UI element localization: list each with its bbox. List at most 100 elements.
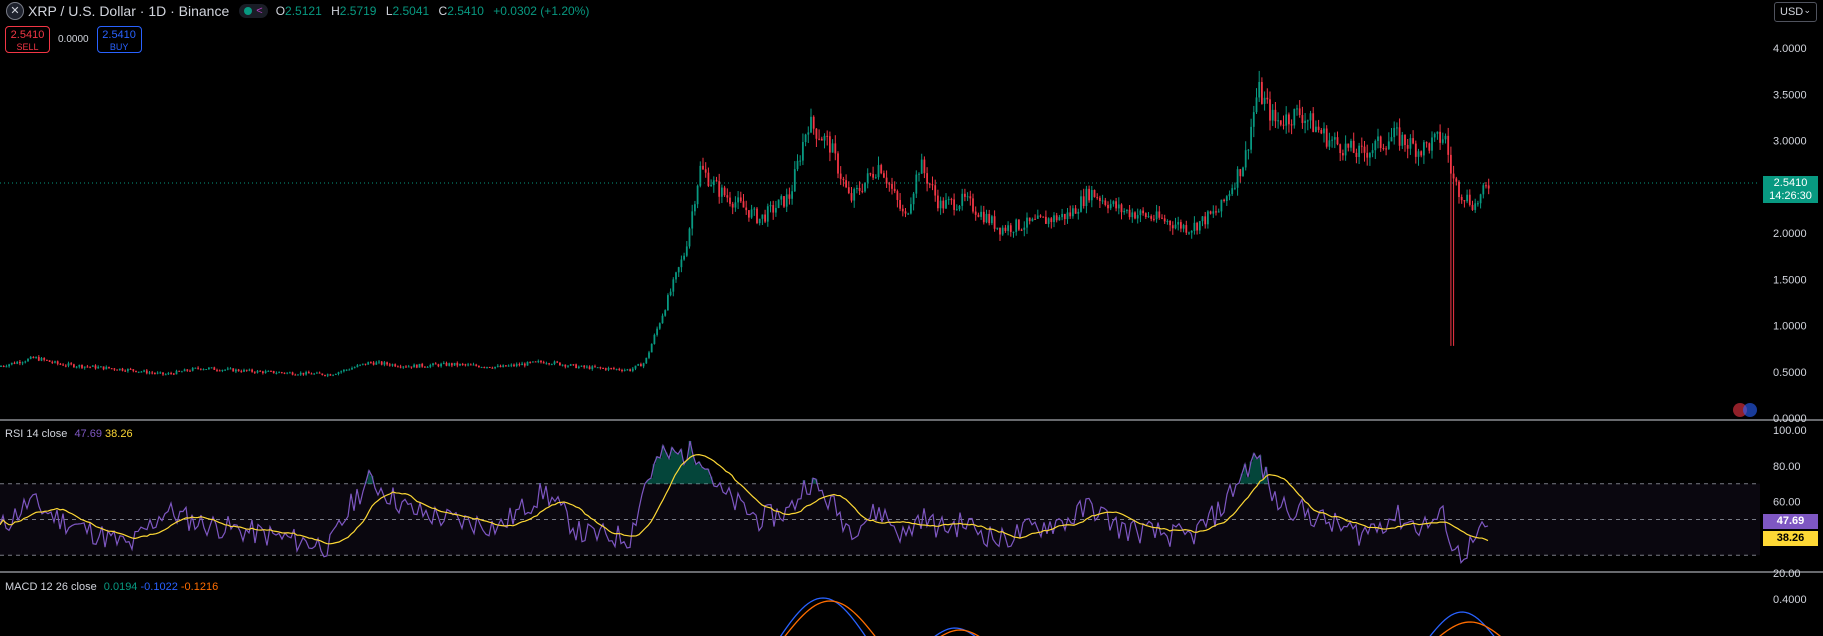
candle-body bbox=[243, 369, 245, 372]
candle-body bbox=[1301, 115, 1304, 123]
symbol-title[interactable]: XRP / U.S. Dollar · 1D · Binance bbox=[28, 3, 230, 19]
candle-body bbox=[1134, 212, 1136, 219]
candle-body bbox=[437, 364, 440, 367]
buy-button[interactable]: 2.5410 BUY bbox=[96, 26, 142, 53]
candle-body bbox=[756, 208, 758, 224]
candle-body bbox=[923, 159, 926, 174]
candle-body bbox=[734, 202, 737, 208]
candle-body bbox=[1336, 137, 1339, 145]
candle-body bbox=[1296, 108, 1298, 110]
candle-body bbox=[910, 204, 912, 214]
candle-body bbox=[804, 134, 807, 143]
candle-body bbox=[407, 366, 410, 368]
candle-body bbox=[210, 367, 213, 369]
candle-body bbox=[464, 364, 467, 366]
candle-body bbox=[278, 372, 280, 374]
candle-body bbox=[40, 357, 43, 361]
candle-body bbox=[251, 369, 253, 372]
candle-body bbox=[264, 371, 267, 374]
candle-body bbox=[853, 189, 856, 201]
candle-body bbox=[343, 369, 345, 372]
candle-body bbox=[974, 211, 977, 215]
candle-body bbox=[19, 361, 21, 364]
ohlc-readout: O2.5121 H2.5719 L2.5041 C2.5410 +0.0302 … bbox=[275, 4, 590, 18]
candle-body bbox=[874, 177, 877, 179]
candle-body bbox=[567, 365, 569, 367]
candle-body bbox=[351, 368, 353, 370]
candle-body bbox=[1061, 213, 1063, 218]
candle-body bbox=[151, 372, 154, 374]
candle-body bbox=[858, 187, 861, 191]
candle-body bbox=[1223, 199, 1225, 202]
candle-body bbox=[1312, 113, 1315, 132]
candle-body bbox=[208, 367, 210, 370]
candle-body bbox=[1325, 128, 1328, 147]
candle-body bbox=[394, 364, 397, 367]
candle-body bbox=[1485, 185, 1487, 187]
candle-body bbox=[645, 357, 648, 364]
macd-legend[interactable]: MACD 12 26 close 0.0194 -0.1022 -0.1216 bbox=[5, 581, 219, 593]
candle-body bbox=[780, 196, 783, 200]
candle-body bbox=[877, 165, 880, 178]
candle-body bbox=[1047, 218, 1050, 224]
candle-body bbox=[353, 367, 356, 369]
candle-body bbox=[270, 370, 272, 372]
candle-body bbox=[305, 372, 307, 375]
candle-body bbox=[64, 365, 67, 367]
candle-body bbox=[915, 174, 918, 194]
candle-body bbox=[1347, 143, 1350, 148]
candle-body bbox=[1077, 211, 1080, 214]
candle-body bbox=[931, 184, 934, 186]
candle-body bbox=[559, 362, 561, 366]
candle-body bbox=[459, 363, 461, 366]
candle-body bbox=[1482, 185, 1485, 195]
candle-body bbox=[969, 196, 972, 199]
candle-body bbox=[1328, 140, 1331, 147]
candle-body bbox=[664, 310, 667, 316]
candle-body bbox=[583, 365, 586, 368]
currency-select[interactable]: USD ⌄ bbox=[1774, 2, 1817, 22]
status-pill[interactable]: < bbox=[239, 4, 268, 18]
candle-body bbox=[1304, 120, 1306, 123]
candle-body bbox=[920, 159, 923, 174]
rsi-axis-tick: 80.00 bbox=[1773, 461, 1801, 473]
candle-body bbox=[29, 356, 32, 359]
candle-body bbox=[1423, 142, 1425, 156]
candle-body bbox=[156, 372, 159, 374]
candle-body bbox=[1417, 151, 1420, 157]
candle-body bbox=[540, 361, 542, 363]
alert-icon bbox=[1743, 403, 1757, 417]
candle-body bbox=[1258, 81, 1261, 98]
candle-body bbox=[78, 365, 81, 367]
candle-body bbox=[604, 368, 607, 370]
rsi-legend[interactable]: RSI 14 close 47.69 38.26 bbox=[5, 428, 133, 440]
candle-body bbox=[918, 173, 920, 175]
candle-body bbox=[1155, 211, 1158, 220]
candle-body bbox=[721, 187, 723, 197]
candle-body bbox=[1255, 97, 1258, 113]
candle-body bbox=[1109, 204, 1112, 209]
candle-body bbox=[1144, 213, 1147, 218]
candle-body bbox=[116, 369, 118, 371]
candle-body bbox=[332, 374, 334, 376]
candle-body bbox=[421, 363, 424, 367]
candle-body bbox=[259, 370, 262, 372]
candle-body bbox=[1115, 201, 1117, 209]
sell-button[interactable]: 2.5410 SELL bbox=[5, 26, 50, 53]
candle-body bbox=[27, 358, 29, 362]
candle-body bbox=[483, 367, 486, 369]
candle-body bbox=[1404, 134, 1406, 146]
candle-body bbox=[820, 138, 823, 141]
candle-body bbox=[205, 369, 208, 371]
candle-body bbox=[691, 211, 694, 229]
candle-body bbox=[1468, 194, 1471, 205]
candle-body bbox=[594, 366, 596, 368]
candle-body bbox=[1414, 143, 1417, 157]
candle-body bbox=[1252, 112, 1255, 127]
candle-body bbox=[110, 368, 113, 370]
candle-body bbox=[1409, 138, 1412, 149]
candle-body bbox=[1088, 188, 1090, 201]
share-icon[interactable]: < bbox=[256, 5, 263, 17]
candle-body bbox=[1374, 140, 1377, 151]
